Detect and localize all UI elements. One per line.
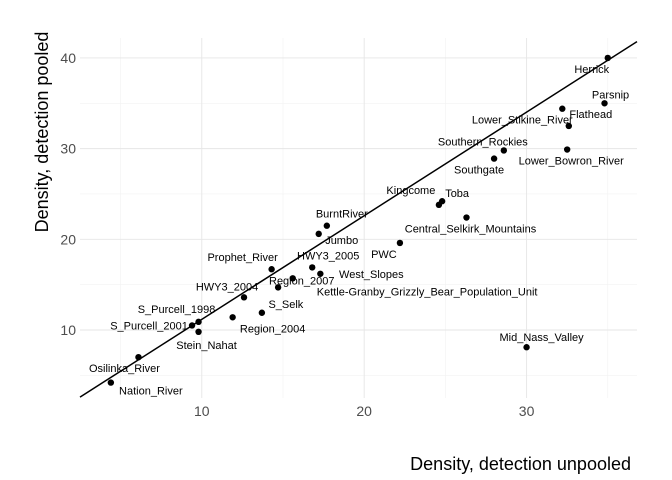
- point-label: Central_Selkirk_Mountains: [405, 224, 537, 236]
- point-label: Stein_Nahat: [176, 340, 237, 352]
- data-point: [490, 155, 498, 162]
- point-label: Toba: [445, 188, 470, 200]
- point-labels: Herrick Parsnip Lower_Stikine_RiverFlathea…: [89, 64, 629, 398]
- data-point: [135, 353, 142, 361]
- point-label: S_Purcell_2001: [110, 320, 188, 332]
- point-label: Kettle-Granby_Grizzly_Bear_Population_Un…: [317, 286, 538, 298]
- data-point: [601, 100, 608, 107]
- data-point: [195, 328, 202, 336]
- y-tick-label: 30: [60, 141, 76, 157]
- data-point: [559, 105, 566, 112]
- data-point: [523, 344, 530, 351]
- grid: [80, 38, 637, 398]
- data-point: [289, 275, 296, 282]
- point-label: Region_2007: [269, 275, 334, 287]
- point-label: S_Selk: [268, 299, 303, 311]
- fit-line: [79, 40, 638, 398]
- point-label: Mid_Nass_Valley: [499, 332, 584, 344]
- point-label: S_Purcell_1998: [138, 304, 216, 316]
- point-label: PWC: [371, 249, 397, 261]
- data-point: [195, 318, 202, 326]
- data-point: [563, 146, 571, 153]
- x-tick-label: 20: [356, 403, 372, 419]
- point-label: Nation_River: [119, 386, 183, 398]
- data-point: [500, 147, 508, 154]
- data-point: [604, 54, 611, 62]
- data-point: [463, 214, 470, 221]
- point-label: HWY3_2004: [196, 281, 258, 293]
- y-tick-label: 20: [60, 231, 76, 247]
- y-tick-label: 10: [60, 322, 76, 338]
- point-label: Lower_Stikine_River: [472, 115, 573, 127]
- point-label: Flathead: [569, 109, 612, 121]
- data-point: [229, 314, 236, 321]
- tick-labels: 10 20 30 10 20 30 40: [60, 50, 534, 419]
- point-label: Parsnip: [592, 89, 629, 101]
- point-label: BurntRiver: [316, 209, 368, 221]
- data-point: [317, 270, 324, 277]
- x-axis-title: Density, detection unpooled: [410, 454, 631, 474]
- point-label: Osilinka_River: [89, 363, 160, 375]
- data-point: [309, 264, 316, 271]
- point-label: Southgate: [454, 165, 504, 177]
- point-label: Jumbo: [325, 235, 358, 247]
- y-axis-title: Density, detection pooled: [32, 32, 52, 233]
- point-label: Southern_Rockies: [438, 136, 528, 148]
- data-point: [323, 222, 331, 229]
- data-point: [435, 201, 443, 209]
- data-point: [188, 322, 196, 329]
- data-point: [274, 284, 282, 291]
- point-label: HWY3_2005: [297, 250, 359, 262]
- data-point: [315, 230, 322, 238]
- data-point: [396, 239, 404, 247]
- data-point: [268, 266, 275, 273]
- x-tick-label: 30: [519, 403, 535, 419]
- data-point: [565, 122, 572, 130]
- point-label: Lower_Bowron_River: [519, 156, 624, 168]
- data-point: [258, 309, 266, 316]
- x-tick-label: 10: [194, 403, 210, 419]
- data-point: [107, 379, 115, 386]
- data-point: [240, 294, 248, 301]
- point-label: Region_2004: [240, 323, 305, 335]
- point-label: West_Slopes: [339, 269, 404, 281]
- data-points: [107, 54, 611, 386]
- point-label: Herrick: [574, 64, 609, 76]
- y-tick-label: 40: [60, 50, 76, 66]
- point-label: Kingcome: [386, 185, 435, 197]
- point-label: Prophet_River: [207, 252, 278, 264]
